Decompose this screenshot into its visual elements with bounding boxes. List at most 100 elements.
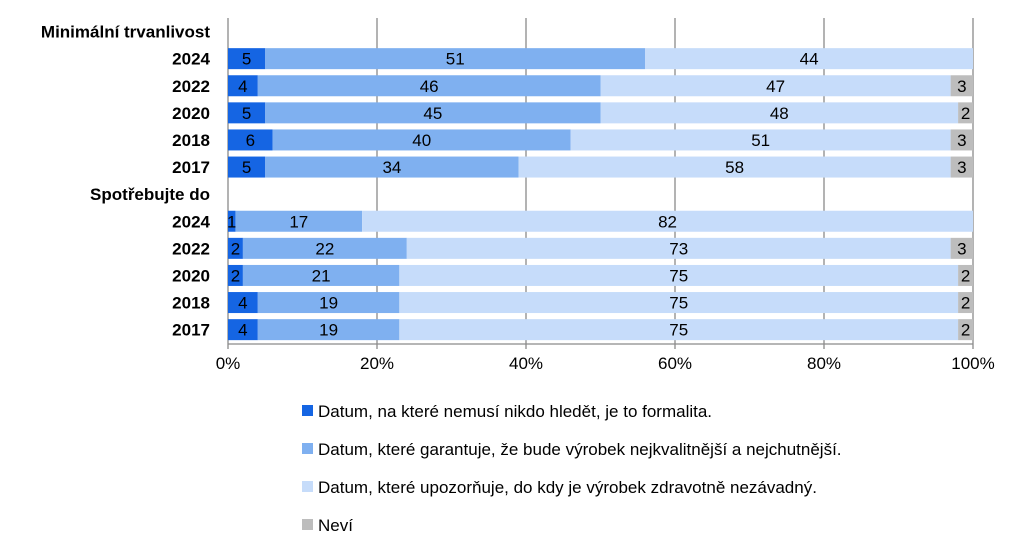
group-label: Minimální trvanlivost: [41, 23, 210, 42]
x-tick-label: 0%: [216, 354, 241, 373]
data-label: 75: [669, 294, 688, 313]
x-tick-label: 80%: [807, 354, 841, 373]
data-label: 3: [957, 77, 966, 96]
bar-segment: [228, 75, 258, 97]
year-label: 2022: [172, 239, 210, 258]
data-label: 2: [961, 104, 970, 123]
bar-segment: [228, 319, 258, 341]
bar-segment: [265, 48, 646, 70]
data-label: 58: [725, 158, 744, 177]
data-label: 2: [961, 294, 970, 313]
data-label: 45: [423, 104, 442, 123]
data-label: 4: [238, 321, 247, 340]
year-label: 2020: [172, 266, 210, 285]
legend-label: Neví: [318, 516, 353, 535]
data-label: 47: [766, 77, 785, 96]
bar-segment: [228, 292, 258, 314]
data-label: 5: [242, 104, 251, 123]
legend-swatch: [302, 405, 313, 416]
year-label: 2022: [172, 77, 210, 96]
bar-segment: [257, 75, 601, 97]
data-label: 51: [446, 50, 465, 69]
bar-segment: [242, 237, 407, 259]
legend-label: Datum, které garantuje, že bude výrobek …: [318, 440, 842, 459]
data-label: 73: [669, 239, 688, 258]
year-label: 2017: [172, 321, 210, 340]
bar-segment: [228, 237, 243, 259]
x-tick-label: 100%: [951, 354, 994, 373]
bar-segment: [958, 292, 973, 314]
legend-label: Datum, které upozorňuje, do kdy je výrob…: [318, 478, 817, 497]
bar-segment: [600, 102, 959, 124]
data-label: 46: [420, 77, 439, 96]
legend-swatch: [302, 443, 313, 454]
bar-segment: [950, 237, 973, 259]
bar-segment: [950, 75, 973, 97]
data-label: 2: [961, 321, 970, 340]
bar-segment: [399, 264, 959, 286]
x-tick-label: 60%: [658, 354, 692, 373]
data-label: 17: [289, 212, 308, 231]
data-label: 48: [770, 104, 789, 123]
bar-segment: [228, 210, 236, 232]
data-label: 1: [227, 212, 236, 231]
bar-segment: [399, 292, 959, 314]
bar-segment: [406, 237, 951, 259]
bar-segment: [265, 156, 519, 178]
bar-segment: [228, 156, 266, 178]
bar-segment: [257, 319, 400, 341]
year-label: 2020: [172, 104, 210, 123]
bar-segment: [958, 102, 973, 124]
legend-swatch: [302, 481, 313, 492]
data-label: 4: [238, 294, 247, 313]
year-label: 2024: [172, 50, 210, 69]
data-label: 75: [669, 321, 688, 340]
bar-segment: [228, 129, 273, 151]
data-label: 75: [669, 266, 688, 285]
bar-segment: [570, 129, 951, 151]
bar-segment: [228, 102, 266, 124]
year-label: 2024: [172, 212, 210, 231]
data-label: 44: [800, 50, 819, 69]
x-tick-label: 20%: [360, 354, 394, 373]
data-label: 82: [658, 212, 677, 231]
year-label: 2017: [172, 158, 210, 177]
bar-segment: [228, 48, 266, 70]
legend-label: Datum, na které nemusí nikdo hledět, je …: [318, 402, 712, 421]
data-label: 51: [751, 131, 770, 150]
data-label: 2: [961, 266, 970, 285]
bar-segment: [399, 319, 959, 341]
bar-segment: [950, 129, 973, 151]
bar-segment: [958, 264, 973, 286]
bar-segment: [235, 210, 363, 232]
bar-segment: [257, 292, 400, 314]
bar-segment: [272, 129, 571, 151]
data-label: 2: [231, 239, 240, 258]
year-label: 2018: [172, 294, 210, 313]
bar-segment: [950, 156, 973, 178]
x-tick-label: 40%: [509, 354, 543, 373]
data-label: 6: [246, 131, 255, 150]
bar-segment: [645, 48, 973, 70]
data-label: 19: [319, 294, 338, 313]
data-label: 4: [238, 77, 247, 96]
data-label: 21: [312, 266, 331, 285]
bar-segment: [265, 102, 601, 124]
data-label: 19: [319, 321, 338, 340]
year-label: 2018: [172, 131, 210, 150]
data-label: 34: [382, 158, 401, 177]
data-label: 2: [231, 266, 240, 285]
data-label: 3: [957, 158, 966, 177]
data-label: 5: [242, 158, 251, 177]
bar-segment: [518, 156, 951, 178]
bar-segment: [242, 264, 400, 286]
group-label: Spotřebujte do: [90, 185, 210, 204]
bar-segment: [958, 319, 973, 341]
data-label: 3: [957, 239, 966, 258]
data-label: 3: [957, 131, 966, 150]
data-label: 5: [242, 50, 251, 69]
bar-segment: [362, 210, 974, 232]
data-label: 22: [315, 239, 334, 258]
